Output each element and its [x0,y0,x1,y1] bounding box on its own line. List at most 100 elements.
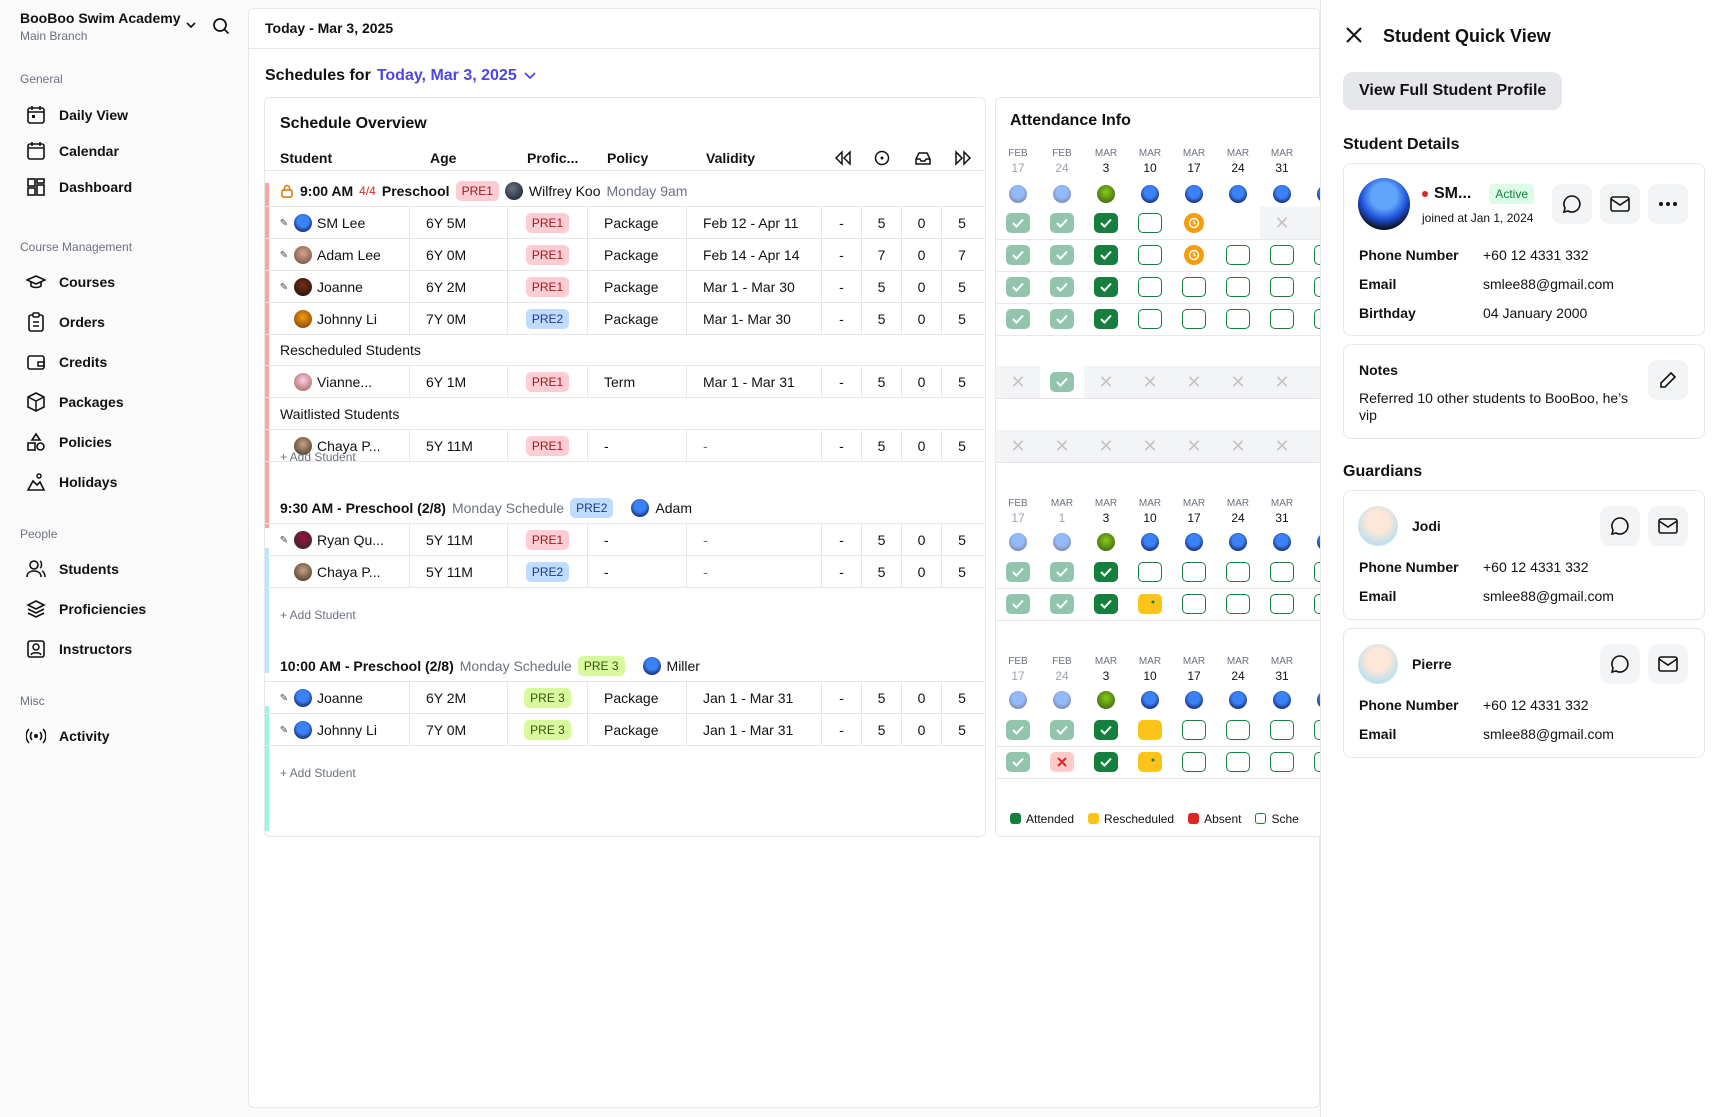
pin-icon[interactable]: ✎ [279,534,289,546]
attendance-cell[interactable] [1084,239,1128,271]
attendance-cell[interactable] [1040,714,1084,746]
table-row[interactable]: ✎ Johnny Li 7Y 0M PRE 3 Package Jan 1 - M… [265,714,985,746]
attendance-cell[interactable] [1084,714,1128,746]
attendance-cell[interactable] [1260,556,1304,588]
attendance-cell[interactable] [1216,271,1260,303]
attendance-cell[interactable] [1128,271,1172,303]
chevron-down-icon[interactable] [184,18,198,32]
pin-icon[interactable]: ✎ [279,217,289,229]
attendance-cell[interactable] [1172,556,1216,588]
add-student-link[interactable]: + Add Student [280,450,356,464]
date-picker[interactable]: Today, Mar 3, 2025 [376,67,517,84]
attendance-cell[interactable] [1216,588,1260,620]
email-button[interactable] [1600,184,1640,224]
rewind-icon[interactable] [834,150,852,166]
attendance-cell[interactable] [1040,239,1084,271]
group-header[interactable]: 9:30 AM - Preschool (2/8) Monday Schedul… [280,493,692,523]
attendance-cell[interactable] [1260,239,1304,271]
attendance-cell[interactable] [1128,303,1172,335]
attendance-cell[interactable] [1216,556,1260,588]
attendance-cell[interactable] [1040,271,1084,303]
message-button[interactable] [1552,184,1592,224]
nav-proficiencies[interactable]: Proficiencies [20,594,230,624]
nav-packages[interactable]: Packages [20,387,230,417]
nav-dashboard[interactable]: Dashboard [20,172,230,202]
nav-policies[interactable]: Policies [20,427,230,457]
attendance-cell[interactable] [1128,714,1172,746]
attendance-cell[interactable] [996,207,1040,239]
attendance-cell[interactable] [1216,303,1260,335]
attendance-cell[interactable] [1260,271,1304,303]
attendance-cell[interactable] [1128,207,1172,239]
message-button[interactable] [1600,506,1640,546]
attendance-cell[interactable] [1172,303,1216,335]
table-row[interactable]: ✎ SM Lee 6Y 5M PRE1 Package Feb 12 - Apr … [265,207,985,239]
attendance-cell[interactable] [996,556,1040,588]
clock-icon[interactable] [874,150,890,166]
attendance-cell[interactable] [1040,746,1084,778]
table-row[interactable]: Chaya P... 5Y 11M PRE2 - - - 5 0 5 [265,556,985,588]
search-icon[interactable] [212,17,230,35]
attendance-cell[interactable] [996,746,1040,778]
pin-icon[interactable]: ✎ [279,249,289,261]
attendance-cell[interactable] [1172,271,1216,303]
attendance-cell[interactable] [1040,366,1084,398]
fast-forward-icon[interactable] [954,150,972,166]
attendance-cell[interactable] [1128,556,1172,588]
attendance-cell[interactable] [1260,588,1304,620]
chevron-down-icon[interactable] [523,69,537,83]
nav-credits[interactable]: Credits [20,347,230,377]
group-header[interactable]: 9:00 AM 4/4 Preschool PRE1 Wilfrey Koo M… [280,176,687,206]
attendance-cell[interactable] [1084,556,1128,588]
brand[interactable]: BooBoo Swim Academy Main Branch [20,10,181,43]
attendance-cell[interactable] [1260,303,1304,335]
attendance-cell[interactable] [1084,588,1128,620]
nav-students[interactable]: Students [20,554,230,584]
attendance-cell[interactable] [1084,303,1128,335]
nav-daily-view[interactable]: Daily View [20,100,230,130]
table-row[interactable]: Johnny Li 7Y 0M PRE2 Package Mar 1- Mar … [265,303,985,335]
attendance-cell[interactable] [1040,303,1084,335]
inbox-icon[interactable] [914,150,932,166]
attendance-cell[interactable] [1172,746,1216,778]
attendance-cell[interactable] [1128,239,1172,271]
attendance-cell[interactable] [996,271,1040,303]
attendance-cell[interactable] [1172,239,1216,271]
attendance-cell[interactable] [1084,207,1128,239]
table-row[interactable]: ✎ Joanne 6Y 2M PRE1 Package Mar 1 - Mar 3… [265,271,985,303]
attendance-cell[interactable] [996,588,1040,620]
attendance-cell[interactable] [996,239,1040,271]
table-row[interactable]: ✎ Joanne 6Y 2M PRE 3 Package Jan 1 - Mar … [265,682,985,714]
add-student-link[interactable]: + Add Student [280,766,356,780]
view-full-profile-button[interactable]: View Full Student Profile [1343,72,1563,110]
nav-activity[interactable]: Activity [20,721,230,751]
attendance-cell[interactable] [1216,239,1260,271]
pin-icon[interactable]: ✎ [279,724,289,736]
attendance-cell[interactable] [1172,207,1216,239]
table-row[interactable]: ✎ Ryan Qu... 5Y 11M PRE1 - - - 5 0 5 [265,524,985,556]
edit-note-button[interactable] [1648,360,1688,400]
email-button[interactable] [1648,506,1688,546]
group-header[interactable]: 10:00 AM - Preschool (2/8) Monday Schedu… [280,651,700,681]
attendance-cell[interactable] [1216,714,1260,746]
email-button[interactable] [1648,644,1688,684]
attendance-cell[interactable] [1040,556,1084,588]
attendance-cell[interactable] [1260,714,1304,746]
attendance-cell[interactable] [1084,271,1128,303]
table-row[interactable]: Vianne... 6Y 1M PRE1 Term Mar 1 - Mar 31… [265,366,985,398]
nav-orders[interactable]: Orders [20,307,230,337]
nav-instructors[interactable]: Instructors [20,634,230,664]
attendance-cell[interactable] [1172,588,1216,620]
attendance-cell[interactable] [1128,588,1172,620]
attendance-cell[interactable] [1260,746,1304,778]
attendance-cell[interactable] [1172,714,1216,746]
attendance-cell[interactable] [996,714,1040,746]
close-icon[interactable] [1345,26,1363,44]
pin-icon[interactable]: ✎ [279,692,289,704]
add-student-link[interactable]: + Add Student [280,608,356,622]
nav-courses[interactable]: Courses [20,267,230,297]
table-row[interactable]: Chaya P... 5Y 11M PRE1 - - - 5 0 5 [265,430,985,462]
table-row[interactable]: ✎ Adam Lee 6Y 0M PRE1 Package Feb 14 - Ap… [265,239,985,271]
attendance-cell[interactable] [1084,746,1128,778]
message-button[interactable] [1600,644,1640,684]
